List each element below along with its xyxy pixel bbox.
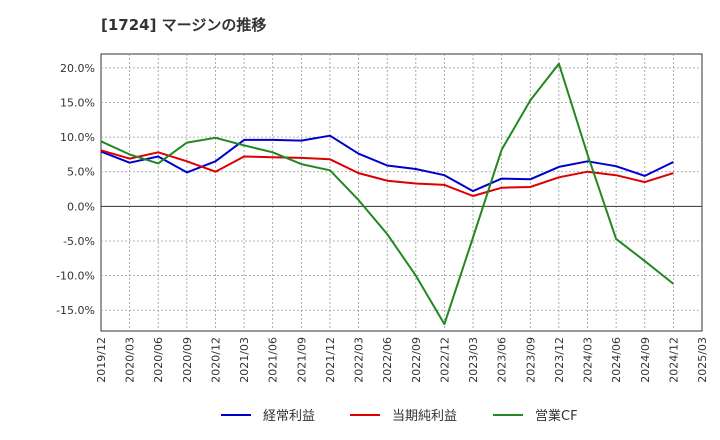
- x-tick-label: 2023/09: [524, 337, 537, 383]
- y-tick-label: 20.0%: [60, 62, 95, 75]
- plot-area: [100, 53, 703, 332]
- x-axis-ticks: 2019/12 2020/03 2020/06 2020/09 2020/12 2021/…: [95, 337, 709, 383]
- y-tick-label: -10.0%: [56, 270, 95, 283]
- series-line: [100, 134, 674, 193]
- y-tick-label: 10.0%: [60, 131, 95, 144]
- x-tick-label: 2022/03: [353, 337, 366, 383]
- chart-title: [1724] マージンの推移: [101, 16, 267, 34]
- series-lines: [100, 62, 675, 326]
- x-tick-label: 2019/12: [95, 337, 108, 383]
- x-tick-label: 2020/12: [209, 337, 222, 383]
- x-tick-label: 2021/06: [267, 337, 280, 383]
- y-tick-label: -15.0%: [56, 304, 95, 317]
- legend-label: 営業CF: [535, 408, 578, 424]
- x-tick-label: 2021/03: [238, 337, 251, 383]
- series-line: [100, 149, 674, 197]
- y-tick-label: -5.0%: [63, 235, 95, 248]
- x-tick-label: 2024/06: [610, 337, 623, 383]
- x-tick-label: 2021/09: [295, 337, 308, 383]
- legend-label: 当期純利益: [392, 409, 457, 424]
- y-axis-ticks: 20.0% 15.0% 10.0% 5.0% 0.0% -5.0% -10.0% -15.0%: [56, 62, 95, 317]
- x-tick-label: 2022/09: [410, 337, 423, 383]
- x-tick-label: 2024/09: [639, 337, 652, 383]
- x-tick-label: 2023/12: [553, 337, 566, 383]
- x-tick-label: 2023/03: [467, 337, 480, 383]
- y-tick-label: 5.0%: [67, 166, 95, 179]
- legend: 経常利益 当期純利益 営業CF: [221, 408, 578, 424]
- legend-label: 経常利益: [263, 409, 315, 424]
- x-tick-label: 2022/12: [438, 337, 451, 383]
- x-tick-label: 2023/06: [496, 337, 509, 383]
- y-tick-label: 0.0%: [67, 200, 95, 213]
- x-tick-label: 2020/03: [124, 337, 137, 383]
- x-tick-label: 2020/06: [152, 337, 165, 383]
- grid: [101, 54, 702, 331]
- x-tick-label: 2022/06: [381, 337, 394, 383]
- x-tick-label: 2021/12: [324, 337, 337, 383]
- x-tick-label: 2024/12: [667, 337, 680, 383]
- y-tick-label: 15.0%: [60, 96, 95, 109]
- x-tick-label: 2024/03: [582, 337, 595, 383]
- x-tick-label: 2025/03: [696, 337, 709, 383]
- x-tick-label: 2020/09: [181, 337, 194, 383]
- series-line: [100, 62, 675, 326]
